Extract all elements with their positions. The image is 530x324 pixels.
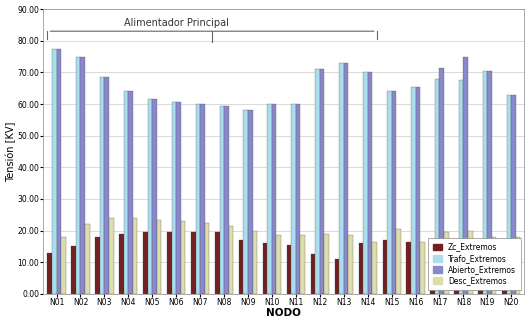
Bar <box>459 80 463 294</box>
Bar <box>72 247 76 294</box>
Text: Alimentador Principal: Alimentador Principal <box>124 18 228 28</box>
Bar <box>205 223 209 294</box>
Bar <box>315 69 320 294</box>
Bar <box>368 72 372 294</box>
Bar <box>85 224 90 294</box>
Bar <box>100 77 104 294</box>
Legend: Zc_Extremos, Trafo_Extremos, Abierto_Extremos, Desc_Extremos: Zc_Extremos, Trafo_Extremos, Abierto_Ext… <box>428 238 520 290</box>
Bar <box>191 232 196 294</box>
Bar <box>435 79 439 294</box>
Bar <box>392 91 396 294</box>
Bar <box>263 243 268 294</box>
Bar <box>372 242 377 294</box>
Bar <box>287 245 292 294</box>
Bar <box>383 240 387 294</box>
Bar <box>167 232 172 294</box>
Bar <box>268 104 272 294</box>
Bar <box>277 235 281 294</box>
Bar <box>296 104 301 294</box>
Bar <box>157 220 161 294</box>
Bar <box>478 243 483 294</box>
Bar <box>502 248 507 294</box>
Bar <box>363 72 368 294</box>
Bar <box>396 229 401 294</box>
Bar <box>511 95 516 294</box>
Bar <box>516 237 520 294</box>
Bar <box>181 221 186 294</box>
Bar <box>344 63 348 294</box>
Bar <box>224 106 228 294</box>
Bar <box>76 56 81 294</box>
Bar <box>133 218 137 294</box>
Bar <box>411 87 416 294</box>
Bar <box>243 110 248 294</box>
Bar <box>124 91 128 294</box>
Bar <box>292 104 296 294</box>
Bar <box>454 253 459 294</box>
Bar <box>420 242 425 294</box>
Bar <box>228 226 233 294</box>
Bar <box>463 56 468 294</box>
Bar <box>359 243 363 294</box>
Bar <box>444 232 448 294</box>
Bar <box>416 87 420 294</box>
Bar <box>119 234 124 294</box>
Bar <box>215 232 219 294</box>
Bar <box>104 77 109 294</box>
Bar <box>272 104 277 294</box>
Bar <box>311 254 315 294</box>
Bar <box>488 71 492 294</box>
Bar <box>407 242 411 294</box>
Bar <box>483 71 488 294</box>
Bar <box>148 99 152 294</box>
Bar <box>468 231 473 294</box>
Bar <box>109 218 113 294</box>
Bar <box>320 69 324 294</box>
Bar <box>48 253 52 294</box>
Bar <box>507 95 511 294</box>
Bar <box>196 104 200 294</box>
Bar <box>387 91 392 294</box>
Bar <box>253 231 257 294</box>
Bar <box>324 234 329 294</box>
Bar <box>176 102 181 294</box>
Bar <box>492 237 497 294</box>
Bar <box>81 56 85 294</box>
Bar <box>334 259 339 294</box>
Bar <box>239 240 243 294</box>
Bar <box>143 232 148 294</box>
Bar <box>52 49 57 294</box>
Y-axis label: Tensión [KV]: Tensión [KV] <box>5 121 16 182</box>
Bar <box>430 245 435 294</box>
Bar <box>439 68 444 294</box>
Bar <box>172 102 176 294</box>
Bar <box>57 49 61 294</box>
Bar <box>61 237 66 294</box>
Bar <box>348 235 353 294</box>
Bar <box>248 110 253 294</box>
X-axis label: NODO: NODO <box>267 308 302 318</box>
Bar <box>95 237 100 294</box>
Bar <box>219 106 224 294</box>
Bar <box>339 63 344 294</box>
Bar <box>152 99 157 294</box>
Bar <box>128 91 133 294</box>
Bar <box>200 104 205 294</box>
Bar <box>301 235 305 294</box>
